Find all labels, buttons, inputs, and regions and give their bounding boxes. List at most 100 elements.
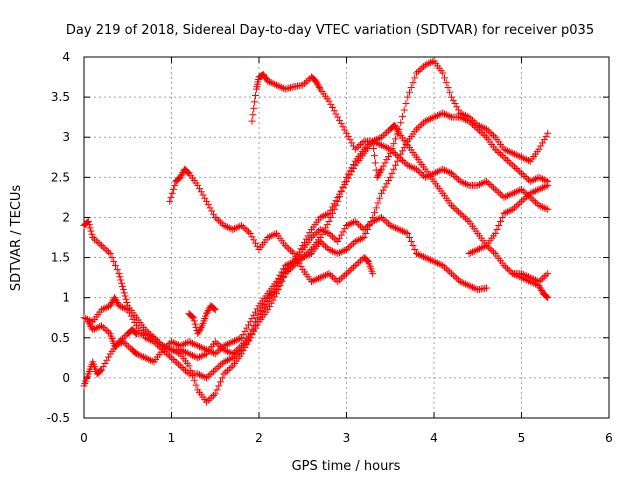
data-point (504, 208, 511, 216)
data-point (470, 247, 478, 255)
data-point (299, 242, 307, 250)
data-point (400, 144, 408, 152)
data-point (103, 356, 111, 364)
data-point (497, 150, 504, 158)
data-point (346, 220, 354, 228)
data-point (528, 177, 536, 185)
data-point (224, 367, 231, 375)
data-point (543, 293, 551, 301)
data-point (521, 275, 529, 283)
data-point (458, 178, 466, 186)
data-point (481, 178, 489, 186)
data-point (381, 217, 389, 225)
data-point (273, 278, 280, 286)
data-point (390, 223, 398, 231)
data-point (435, 111, 443, 119)
data-point (304, 76, 312, 84)
data-point (453, 206, 461, 214)
data-point (101, 359, 109, 367)
data-point (337, 187, 345, 195)
data-point (222, 357, 230, 365)
data-point (536, 283, 544, 291)
data-point (442, 111, 450, 119)
data-point (498, 213, 506, 221)
data-point (241, 225, 249, 233)
data-point (239, 223, 247, 231)
data-point (476, 127, 483, 135)
data-point (203, 374, 210, 382)
data-point (133, 350, 140, 358)
data-point (444, 83, 452, 91)
data-point (523, 174, 531, 182)
data-point (490, 184, 497, 192)
data-point (220, 342, 228, 350)
data-point (523, 193, 531, 201)
data-point (287, 259, 294, 267)
data-point (428, 58, 436, 66)
data-point (112, 295, 119, 303)
data-point (414, 250, 422, 258)
data-point (528, 189, 536, 197)
y-tick-labels: -0.5 0 0.5 1 1.5 2 2.5 3 3.5 4 (47, 50, 70, 425)
data-point (406, 162, 413, 170)
data-point (428, 257, 436, 265)
data-point (241, 327, 249, 335)
data-point (460, 179, 468, 187)
x-tick-label: 1 (168, 431, 176, 445)
data-point (346, 242, 354, 250)
data-point (470, 284, 478, 292)
data-point (469, 120, 476, 128)
data-point (477, 128, 485, 136)
data-point (540, 183, 548, 191)
data-point (542, 292, 550, 300)
data-point (344, 174, 352, 182)
data-point (414, 67, 422, 75)
data-point (378, 133, 385, 141)
data-point (406, 234, 413, 241)
data-point (269, 296, 277, 304)
data-point (399, 227, 406, 235)
data-point (488, 246, 496, 254)
data-point (267, 291, 275, 299)
data-point (463, 281, 471, 289)
data-point (409, 242, 417, 250)
data-point (211, 350, 219, 358)
data-point (169, 185, 177, 193)
data-point (168, 338, 175, 346)
data-point (355, 221, 363, 229)
data-point (343, 270, 350, 278)
data-point (101, 245, 109, 253)
data-point (245, 321, 252, 329)
data-point (375, 170, 383, 178)
data-point (505, 148, 513, 156)
data-point (399, 156, 406, 164)
data-point (462, 180, 469, 188)
data-point (201, 345, 209, 353)
data-point (206, 395, 214, 403)
data-point (171, 357, 179, 365)
data-point (84, 318, 92, 326)
data-point (523, 156, 531, 164)
data-point (490, 248, 497, 256)
data-point (523, 276, 531, 284)
data-point (493, 225, 501, 233)
data-point (111, 294, 119, 302)
data-point (180, 365, 188, 373)
data-point (413, 165, 420, 173)
data-point (315, 83, 323, 91)
data-point (497, 217, 504, 225)
data-point (262, 301, 270, 309)
y-tick-label: 1.5 (51, 251, 70, 265)
data-point (439, 109, 447, 117)
data-point (99, 305, 107, 313)
data-point (308, 234, 315, 241)
data-point (395, 153, 403, 161)
data-point (171, 181, 179, 189)
data-point (164, 341, 172, 349)
data-point (87, 227, 95, 235)
data-point (491, 185, 499, 193)
data-point (217, 218, 224, 226)
data-point (532, 175, 539, 183)
data-point (127, 312, 135, 320)
data-point (105, 328, 112, 336)
